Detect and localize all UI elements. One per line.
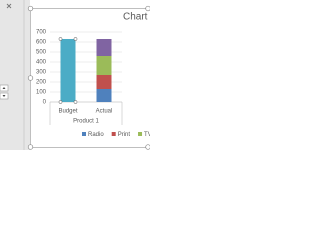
selection-handle — [73, 100, 78, 104]
resize-handle[interactable] — [145, 144, 150, 150]
bar-segment — [96, 56, 112, 75]
resize-handle[interactable] — [27, 144, 34, 150]
resize-handle[interactable] — [27, 75, 34, 81]
y-tick-label: 600 — [36, 40, 47, 46]
legend-swatch — [111, 132, 116, 136]
selection-handle — [73, 37, 78, 41]
group-label: Product 1 — [73, 119, 99, 125]
x-tick-label: Budget — [58, 109, 77, 115]
spin-arrow[interactable] — [2, 95, 6, 97]
y-tick-label: 100 — [36, 90, 47, 96]
legend-label: Radio — [88, 132, 104, 138]
legend-swatch — [82, 132, 86, 136]
resize-handle[interactable] — [145, 5, 150, 12]
bar-segment — [96, 89, 112, 102]
bar-segment — [60, 39, 76, 102]
bar-segment — [96, 75, 112, 89]
screen: Chart T 0 100 200 300 400 500 600 700 Product 1 B… — [0, 0, 150, 150]
y-tick-label: 700 — [36, 30, 47, 36]
selection-handle — [58, 100, 63, 104]
legend-label: TV — [144, 132, 150, 138]
legend-label: Print — [118, 132, 131, 138]
y-tick-label: 0 — [43, 100, 47, 106]
chart-area[interactable] — [30, 8, 151, 148]
page: {"chart_data": {"type": "bar", "stacked"… — [0, 0, 150, 150]
resize-handle[interactable] — [27, 5, 34, 12]
sheet-panel — [0, 0, 30, 150]
y-tick-label: 200 — [36, 80, 47, 86]
y-tick-label: 500 — [36, 50, 47, 56]
spin-arrow[interactable] — [2, 87, 6, 89]
selection-handle — [58, 37, 63, 41]
x-tick-label: Actual — [96, 109, 113, 115]
legend-swatch — [138, 132, 143, 136]
y-tick-label: 300 — [36, 70, 47, 76]
chart-title: Chart T — [123, 12, 150, 23]
bar-segment — [96, 39, 112, 56]
y-tick-label: 400 — [36, 60, 47, 66]
close-icon[interactable] — [6, 3, 12, 9]
